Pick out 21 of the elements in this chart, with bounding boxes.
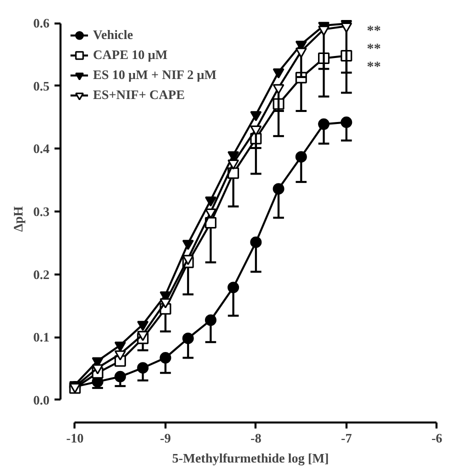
y-axis-title: ΔpH [10,206,26,232]
annotation: ** [366,42,381,58]
x-tick-label: -9 [160,430,172,446]
x-tick-label: -10 [66,430,84,446]
y-tick-label: 0.6 [33,16,50,31]
x-axis-title: 5-Methylfurmethide log [M] [172,450,329,466]
legend-label: ES 10 μM + NIF 2 μM [93,67,216,83]
y-tick-label: 0.2 [33,266,50,282]
x-tick-label: -6 [431,430,443,446]
annotation: ** [366,24,381,40]
y-tick-label: 0.3 [33,204,50,219]
x-tick-label: -8 [250,430,262,446]
legend-label: CAPE 10 μM [93,47,168,63]
y-tick-label: 0.4 [33,141,50,156]
y-tick-label: 0.5 [33,78,50,94]
y-tick-label: 0.0 [33,392,50,408]
legend-label: Vehicle [93,27,133,43]
annotation: ** [366,60,381,76]
y-tick-label: 0.1 [33,330,50,345]
legend-label: ES+NIF+ CAPE [93,87,185,103]
x-tick-label: -7 [340,430,352,446]
